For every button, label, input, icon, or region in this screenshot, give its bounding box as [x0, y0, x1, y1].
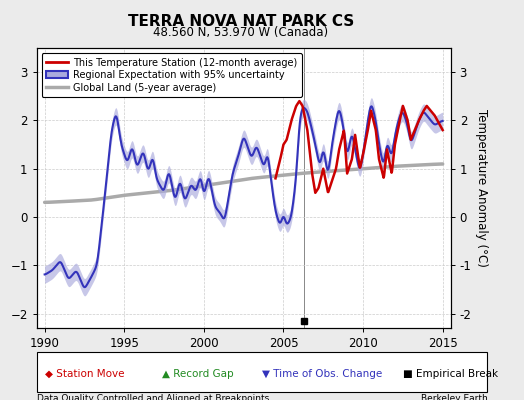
Legend: This Temperature Station (12-month average), Regional Expectation with 95% uncer: This Temperature Station (12-month avera… — [41, 53, 302, 98]
Text: ◆ Station Move: ◆ Station Move — [45, 369, 124, 379]
Text: Berkeley Earth: Berkeley Earth — [421, 394, 487, 400]
Text: ■ Empirical Break: ■ Empirical Break — [403, 369, 499, 379]
Y-axis label: Temperature Anomaly (°C): Temperature Anomaly (°C) — [475, 109, 488, 267]
Text: 48.560 N, 53.970 W (Canada): 48.560 N, 53.970 W (Canada) — [154, 26, 329, 39]
Text: TERRA NOVA NAT PARK CS: TERRA NOVA NAT PARK CS — [128, 14, 354, 29]
Text: ▲ Record Gap: ▲ Record Gap — [162, 369, 234, 379]
Text: ▼ Time of Obs. Change: ▼ Time of Obs. Change — [262, 369, 382, 379]
Text: Data Quality Controlled and Aligned at Breakpoints: Data Quality Controlled and Aligned at B… — [37, 394, 269, 400]
